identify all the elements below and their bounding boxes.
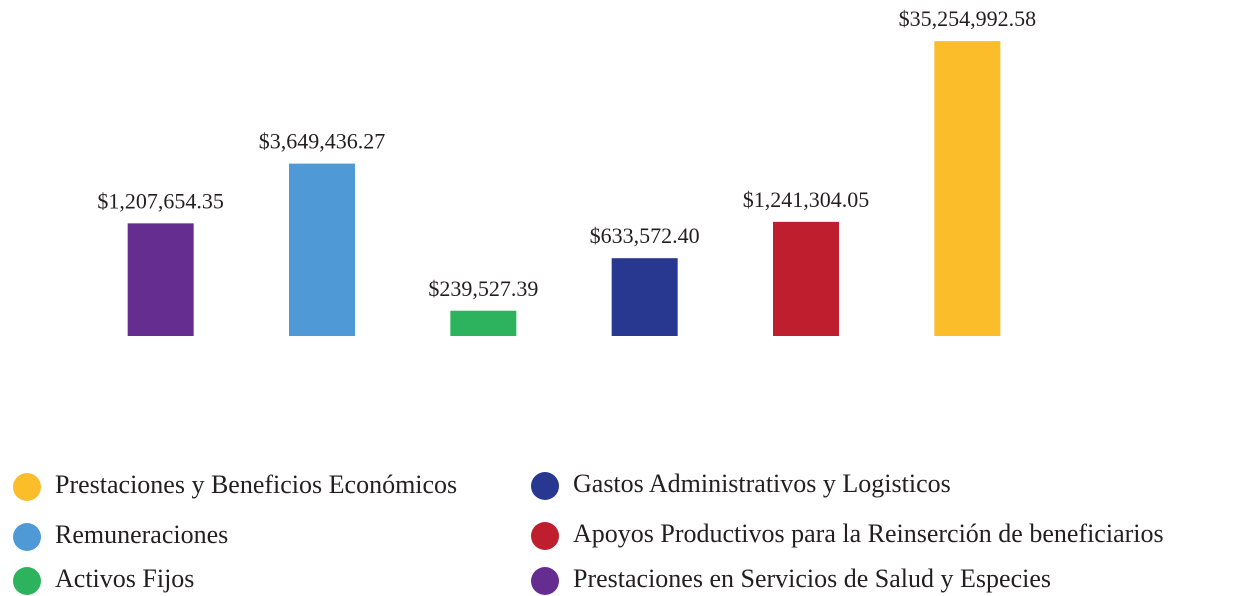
legend-label: Prestaciones y Beneficios Económicos bbox=[55, 470, 457, 499]
value-label: $3,649,436.27 bbox=[259, 129, 386, 154]
legend-label: Gastos Administrativos y Logisticos bbox=[573, 469, 951, 498]
legend-swatch bbox=[13, 473, 41, 501]
legend-swatch bbox=[13, 567, 41, 595]
bar bbox=[611, 258, 678, 336]
bar bbox=[289, 163, 355, 336]
legend-swatch bbox=[531, 522, 559, 550]
value-label: $239,527.39 bbox=[428, 276, 538, 301]
bar bbox=[934, 41, 1001, 337]
legend-label: Remuneraciones bbox=[55, 520, 228, 549]
legend-swatch bbox=[531, 567, 559, 595]
legend-swatch bbox=[13, 523, 41, 551]
legend-label: Prestaciones en Servicios de Salud y Esp… bbox=[573, 564, 1051, 593]
value-label: $35,254,992.58 bbox=[899, 6, 1037, 31]
legend-label: Activos Fijos bbox=[55, 564, 194, 593]
bar bbox=[127, 223, 194, 336]
value-label: $1,241,304.05 bbox=[743, 187, 870, 212]
bar bbox=[773, 221, 839, 336]
value-label: $1,207,654.35 bbox=[97, 188, 224, 213]
value-label: $633,572.40 bbox=[590, 223, 700, 248]
legend-swatch bbox=[531, 472, 559, 500]
legend-label: Apoyos Productivos para la Reinserción d… bbox=[573, 519, 1164, 548]
bar bbox=[450, 310, 517, 336]
